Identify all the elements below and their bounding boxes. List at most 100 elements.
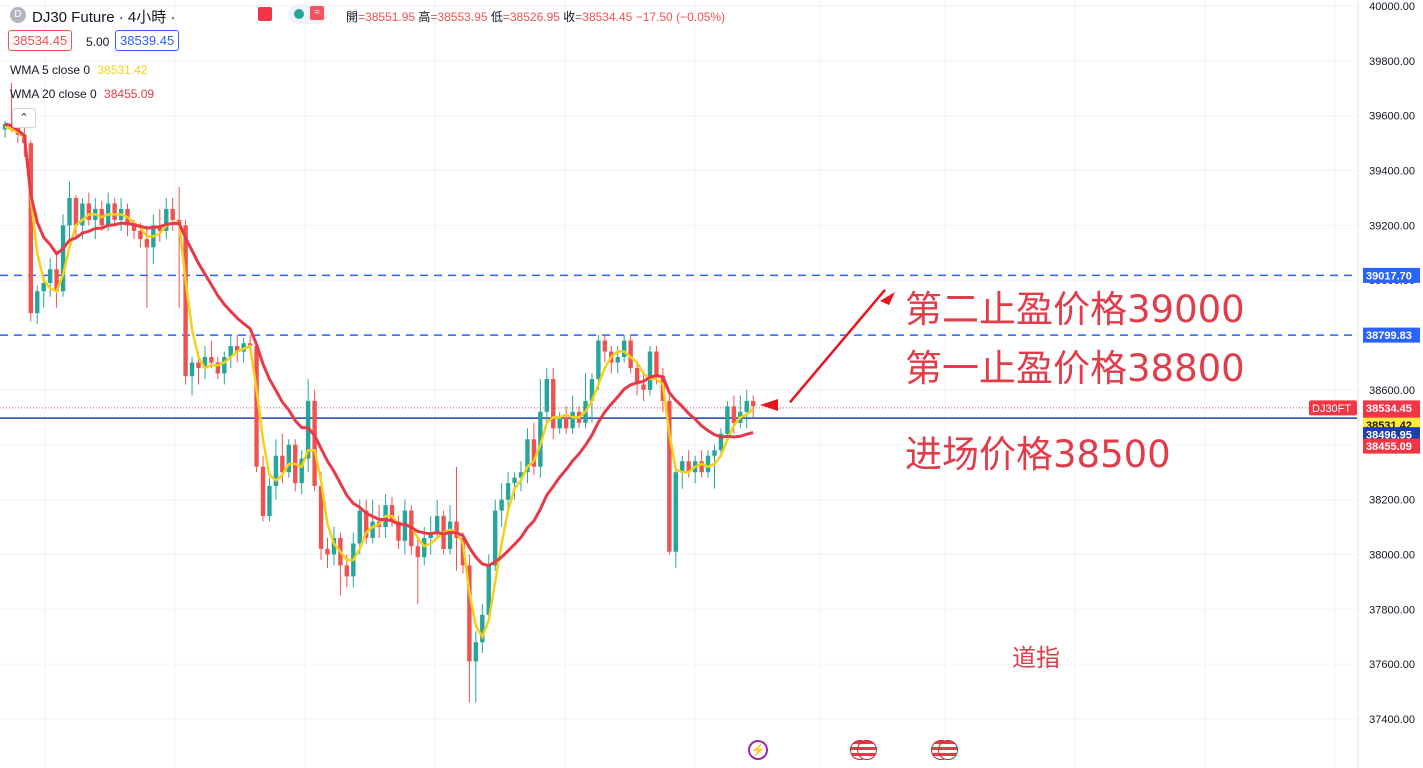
lightning-event-icon[interactable]: ⚡: [748, 740, 768, 760]
symbol-title[interactable]: DJ30 Future · 4小時 ·: [32, 9, 176, 26]
wma5-legend[interactable]: WMA 5 close 0 38531.42: [10, 63, 147, 77]
candle-body: [54, 269, 59, 292]
candle-body: [589, 378, 595, 401]
candle-body: [705, 455, 711, 473]
market-open-icon: [294, 9, 304, 19]
candle-body: [628, 340, 633, 368]
candle-body: [667, 400, 672, 552]
entry-arrow-head: [760, 399, 778, 412]
candle-body: [222, 357, 227, 374]
tp2-price-tag-bg: [1363, 267, 1420, 283]
tp2-annotation: 第二止盈价格39000: [905, 288, 1245, 331]
candle-body: [235, 346, 240, 352]
tp-arrow-line: [789, 289, 886, 404]
candle-body: [654, 351, 659, 377]
candle-body: [712, 450, 717, 456]
candle-body: [254, 346, 259, 467]
candle-body: [718, 433, 724, 451]
candle-body: [364, 510, 369, 539]
candle-body: [467, 565, 472, 662]
candle-body: [434, 516, 440, 533]
open-value: =38551.95: [358, 10, 416, 24]
buy-price-button[interactable]: 38539.45: [115, 30, 180, 51]
wave-icon: ≈: [310, 6, 324, 20]
candle-body: [454, 521, 459, 539]
candle-body: [673, 472, 678, 552]
candle-body: [486, 565, 491, 615]
candle-body: [641, 384, 646, 390]
candle-body: [47, 269, 53, 283]
candle-body: [41, 282, 46, 292]
candle-body: [260, 466, 266, 517]
candle-body: [183, 225, 188, 377]
low-value: =38526.95: [502, 10, 560, 24]
candle-body: [164, 208, 169, 231]
us-flag-event-icon[interactable]: [850, 740, 877, 760]
candle-body: [680, 461, 685, 473]
us-flag-event-icon-2[interactable]: [931, 740, 958, 760]
wma5-line: [4, 125, 755, 640]
candle-body: [209, 357, 214, 363]
candle-body: [131, 225, 137, 231]
candle-body: [473, 642, 479, 662]
wma20-value: 38455.09: [104, 87, 155, 101]
candle-body: [396, 521, 401, 541]
candle-body: [28, 143, 33, 314]
y-tick-label: 38600.00: [1369, 385, 1415, 397]
candle-body: [215, 362, 221, 374]
y-tick-label: 38000.00: [1369, 549, 1415, 561]
ohlc-readout: 開=38551.95 高=38553.95 低=38526.95 收=38534…: [346, 8, 725, 25]
flag-icon[interactable]: [258, 7, 272, 21]
candle-body: [415, 546, 420, 558]
open-label: 開: [346, 10, 359, 24]
candle-body: [86, 203, 92, 220]
change-value: −17.50 (−0.05%): [635, 10, 726, 24]
candle-body: [241, 343, 246, 352]
candle-body: [202, 357, 208, 368]
wma5-label: WMA 5 close 0: [10, 63, 91, 77]
candle-body: [60, 225, 66, 292]
candle-body: [286, 444, 291, 473]
candle-body: [518, 472, 524, 478]
candle-body: [280, 455, 285, 473]
y-tick-label: 40000.00: [1369, 1, 1415, 13]
sell-price-button[interactable]: 38534.45: [8, 30, 73, 51]
candle-body: [331, 538, 337, 555]
collapse-legend-icon[interactable]: ⌃: [12, 108, 36, 128]
y-tick-label: 39400.00: [1369, 166, 1415, 178]
y-tick-label: 39600.00: [1369, 111, 1415, 123]
candle-body: [299, 458, 304, 484]
candle-body: [67, 197, 72, 226]
candle-body: [557, 417, 562, 429]
y-tick-label: 39200.00: [1369, 220, 1415, 232]
high-value: =38553.95: [430, 10, 488, 24]
candle-body: [499, 499, 504, 511]
y-tick-label: 37400.00: [1369, 714, 1415, 726]
candle-body: [699, 461, 704, 473]
candle-body: [505, 483, 511, 500]
candle-body: [551, 378, 556, 429]
symbol-tag: DJ30FT: [1312, 403, 1351, 415]
candle-body: [2, 123, 8, 130]
candle-body: [428, 532, 433, 539]
wma20-line: [4, 122, 754, 568]
high-label: 高: [418, 10, 431, 24]
symbol-tag-bg: [1309, 400, 1357, 416]
entry-price-tag-bg: [1363, 427, 1420, 443]
wma20-legend[interactable]: WMA 20 close 0 38455.09: [10, 87, 154, 101]
candle-body: [318, 485, 324, 549]
watermark-text: 道指: [1012, 644, 1060, 672]
candle-body: [512, 477, 517, 484]
candle-body: [267, 485, 272, 517]
status-pill[interactable]: ≈: [288, 4, 328, 24]
candle-body: [138, 230, 143, 240]
candle-body: [647, 351, 653, 390]
wma20-price-tag-bg: [1363, 438, 1420, 454]
candle-body: [751, 400, 756, 407]
candle-body: [189, 362, 195, 377]
candle-body: [422, 538, 427, 558]
candle-body: [615, 357, 620, 363]
close-label: 收: [563, 10, 576, 24]
candle-body: [196, 362, 201, 368]
